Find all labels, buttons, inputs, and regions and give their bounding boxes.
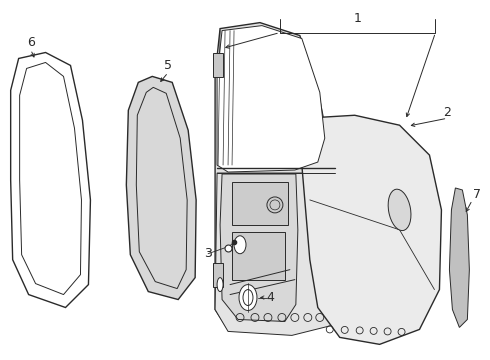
Ellipse shape xyxy=(239,285,257,310)
Text: 4: 4 xyxy=(266,291,274,304)
Polygon shape xyxy=(232,232,285,280)
Ellipse shape xyxy=(234,236,246,254)
Polygon shape xyxy=(232,182,288,225)
Polygon shape xyxy=(136,87,187,289)
Polygon shape xyxy=(215,23,335,334)
Bar xyxy=(213,54,223,77)
Bar xyxy=(213,263,223,287)
Text: 3: 3 xyxy=(204,247,212,260)
Polygon shape xyxy=(215,173,336,336)
Text: 7: 7 xyxy=(473,188,481,202)
Polygon shape xyxy=(449,188,469,328)
Ellipse shape xyxy=(388,189,411,230)
Text: 6: 6 xyxy=(26,36,35,49)
Ellipse shape xyxy=(217,278,223,292)
Ellipse shape xyxy=(243,289,253,306)
Polygon shape xyxy=(20,62,81,294)
Text: 5: 5 xyxy=(164,59,172,72)
Polygon shape xyxy=(11,53,91,307)
Text: 1: 1 xyxy=(354,12,362,25)
Polygon shape xyxy=(220,174,298,321)
Polygon shape xyxy=(217,26,325,172)
Text: 2: 2 xyxy=(443,106,451,119)
Polygon shape xyxy=(126,76,196,300)
Polygon shape xyxy=(302,115,441,345)
